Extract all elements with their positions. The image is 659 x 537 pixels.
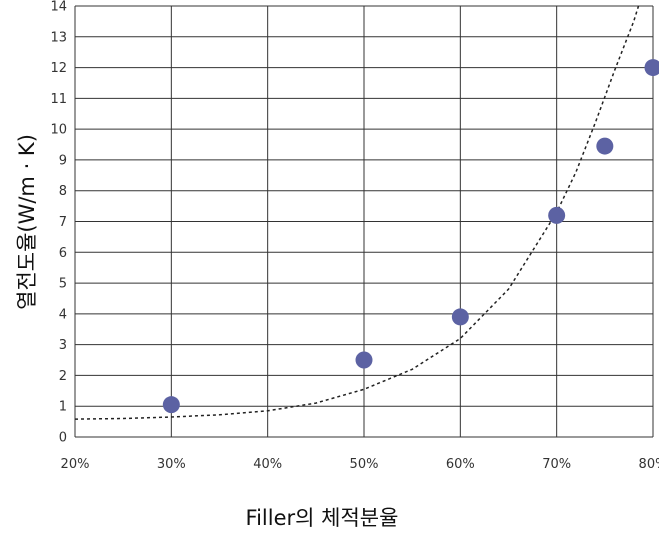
data-point — [355, 351, 373, 369]
x-tick-label: 80% — [639, 457, 659, 472]
data-point — [451, 308, 469, 326]
x-tick-label: 20% — [61, 457, 90, 472]
y-tick-label: 5 — [59, 277, 67, 292]
y-tick-label: 7 — [59, 215, 67, 230]
data-points — [162, 59, 659, 414]
x-axis-title: Filler의 체적분율 — [246, 506, 399, 530]
data-point — [162, 396, 180, 414]
y-tick-label: 4 — [59, 307, 67, 322]
x-tick-label: 50% — [350, 457, 379, 472]
y-tick-label: 10 — [50, 123, 67, 138]
trendline — [74, 5, 640, 420]
y-tick-label: 6 — [59, 246, 67, 261]
y-tick-label: 3 — [59, 338, 67, 353]
trendline-layer — [74, 5, 640, 420]
data-point — [596, 137, 614, 155]
y-tick-label: 8 — [59, 184, 67, 199]
y-tick-label: 13 — [50, 30, 67, 45]
y-tick-label: 12 — [50, 61, 67, 76]
y-tick-label: 1 — [59, 400, 67, 415]
y-tick-label: 11 — [50, 92, 67, 107]
x-tick-labels: 20% 30% 40% 50% 60% 70% 80% — [61, 457, 659, 472]
x-tick-label: 40% — [253, 457, 282, 472]
y-tick-label: 2 — [59, 369, 67, 384]
x-tick-label: 60% — [446, 457, 475, 472]
x-tick-label: 70% — [542, 457, 571, 472]
y-tick-label: 9 — [59, 153, 67, 168]
grid — [74, 5, 654, 438]
y-tick-label: 14 — [50, 0, 67, 15]
data-point — [548, 206, 566, 224]
data-point — [644, 59, 659, 77]
y-axis-title: 열전도율(W/m · K) — [15, 134, 39, 310]
y-tick-label: 0 — [59, 431, 67, 446]
x-tick-label: 30% — [157, 457, 186, 472]
